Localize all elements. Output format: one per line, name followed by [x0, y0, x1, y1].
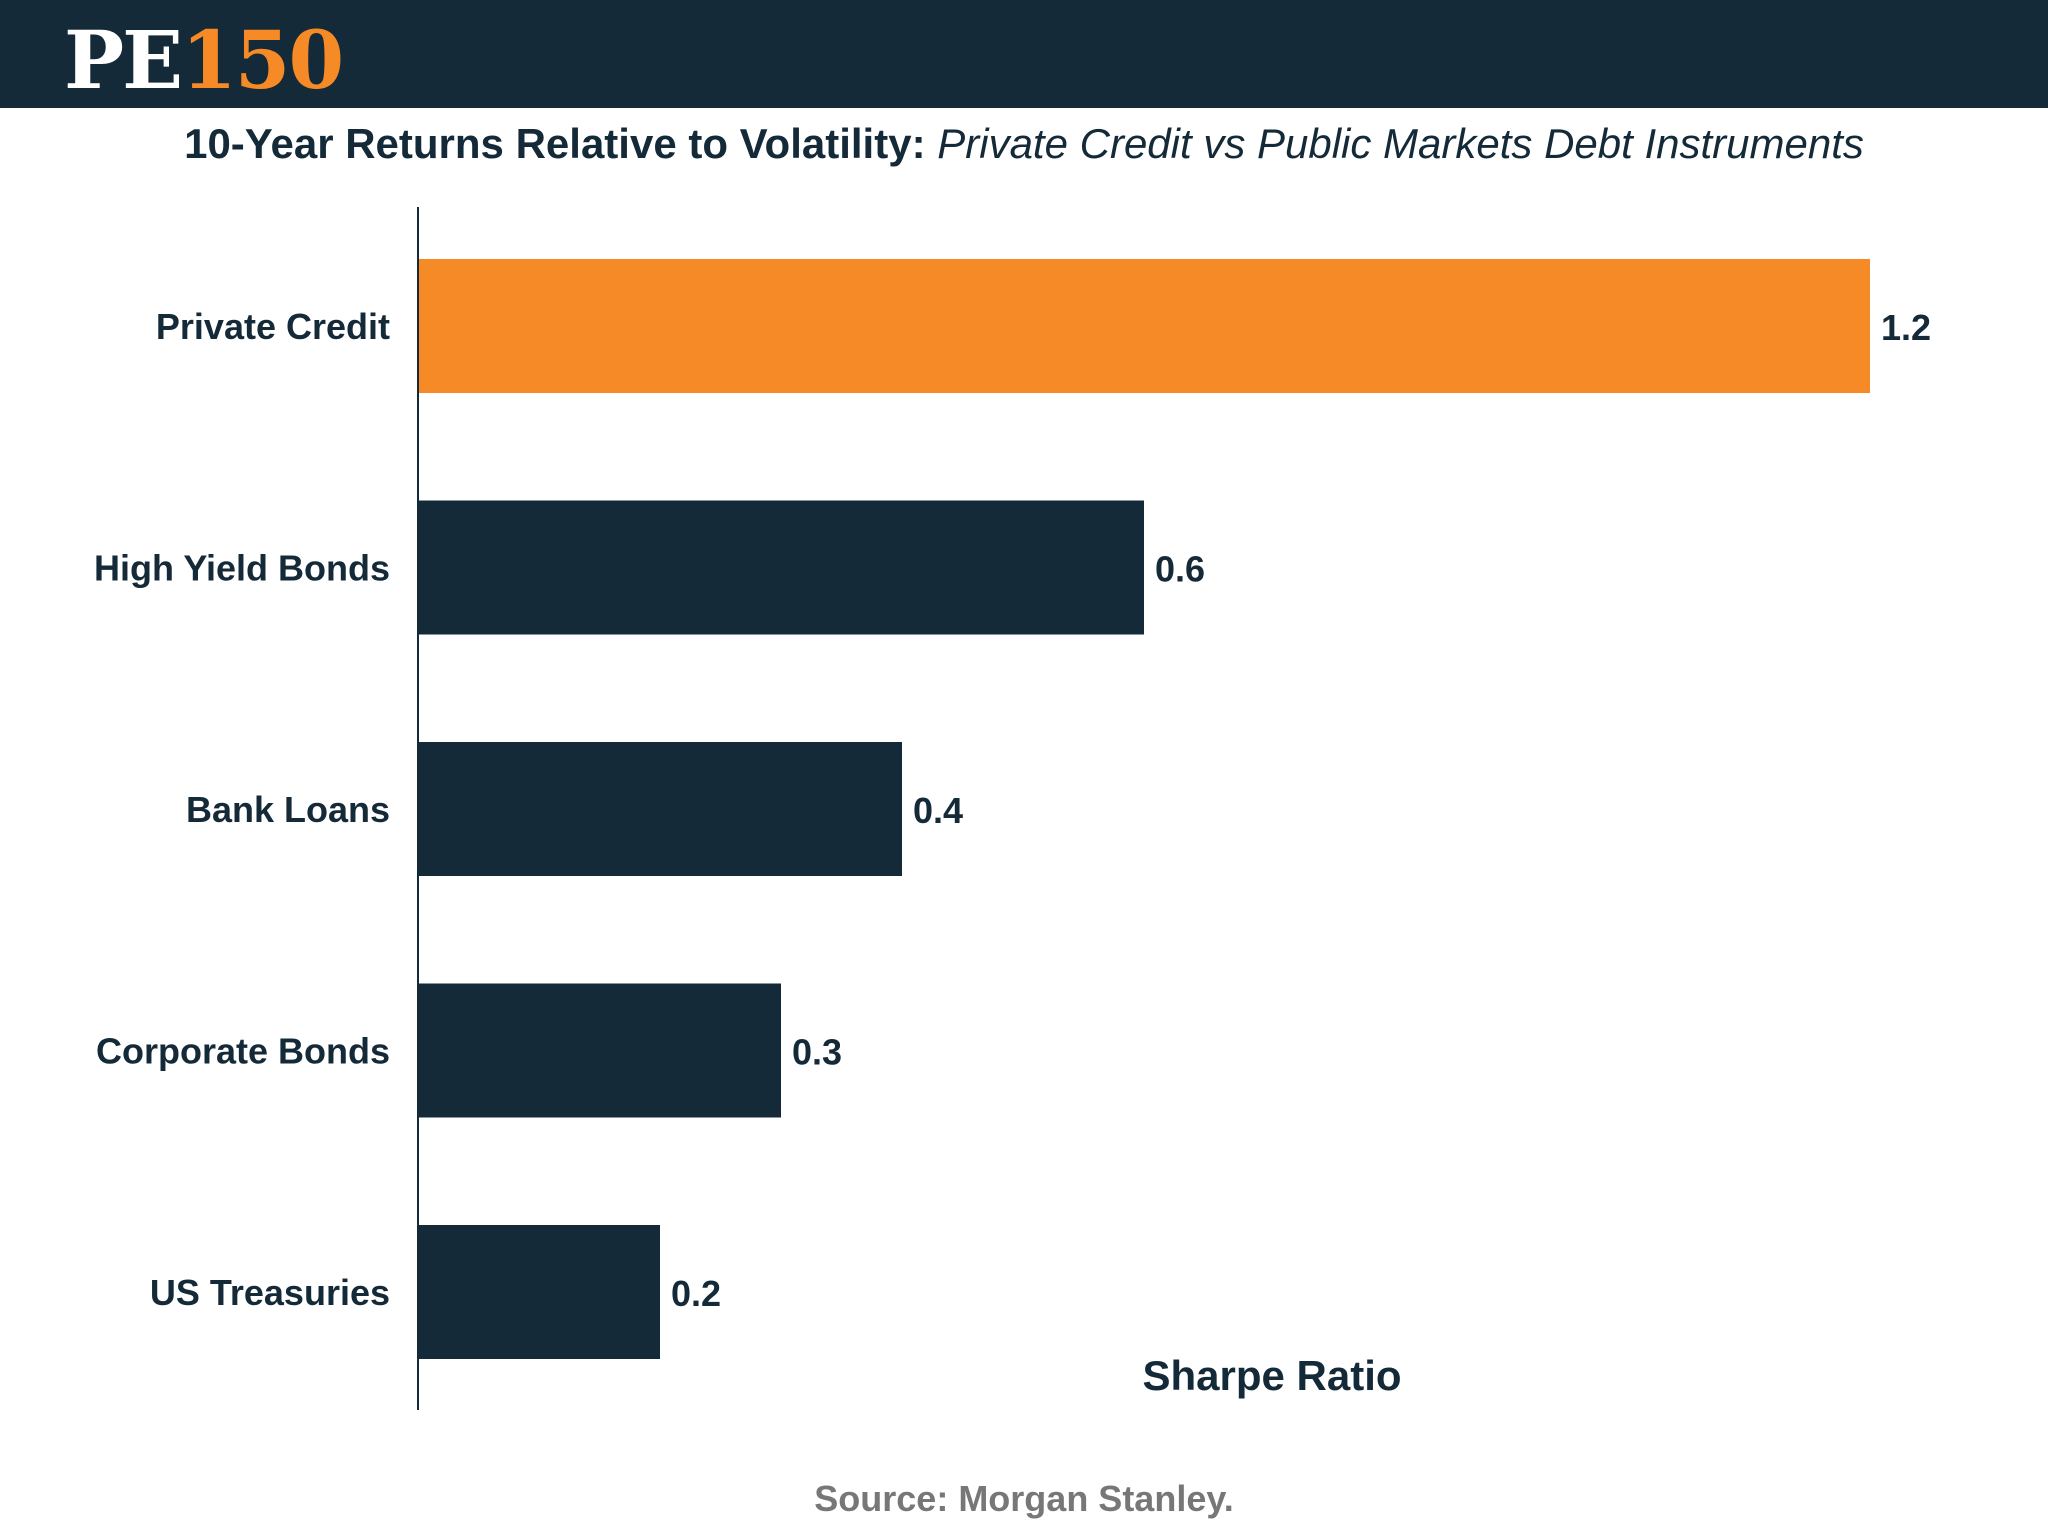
pe150-logo: PE150 — [64, 12, 344, 108]
chart-title: 10-Year Returns Relative to Volatility: … — [0, 114, 2048, 174]
bar-corporate-bonds — [418, 983, 781, 1118]
bar-bank-loans — [418, 742, 902, 876]
value-label-us-treasuries: 0.2 — [671, 1273, 721, 1314]
logo-150: 150 — [181, 13, 344, 107]
logo-pe: PE — [64, 13, 183, 107]
value-label-private-credit: 1.2 — [1881, 307, 1931, 348]
header-bar: PE150 — [0, 0, 2048, 108]
x-axis-label: Sharpe Ratio — [1142, 1352, 1401, 1399]
category-label-corporate-bonds: Corporate Bonds — [96, 1031, 390, 1072]
value-label-high-yield-bonds: 0.6 — [1155, 549, 1205, 590]
value-label-corporate-bonds: 0.3 — [792, 1032, 842, 1073]
category-label-high-yield-bonds: High Yield Bonds — [94, 548, 390, 589]
category-label-us-treasuries: US Treasuries — [150, 1272, 390, 1313]
value-label-bank-loans: 0.4 — [913, 790, 963, 831]
chart-title-italic: Private Credit vs Public Markets Debt In… — [937, 120, 1864, 167]
bar-private-credit — [418, 259, 1870, 393]
source-note: Source: Morgan Stanley. — [814, 1478, 1234, 1519]
category-label-bank-loans: Bank Loans — [186, 789, 390, 830]
bar-us-treasuries — [418, 1225, 660, 1359]
category-label-private-credit: Private Credit — [156, 306, 390, 347]
bar-high-yield-bonds — [418, 500, 1144, 635]
chart-title-bold: 10-Year Returns Relative to Volatility: — [184, 120, 926, 167]
